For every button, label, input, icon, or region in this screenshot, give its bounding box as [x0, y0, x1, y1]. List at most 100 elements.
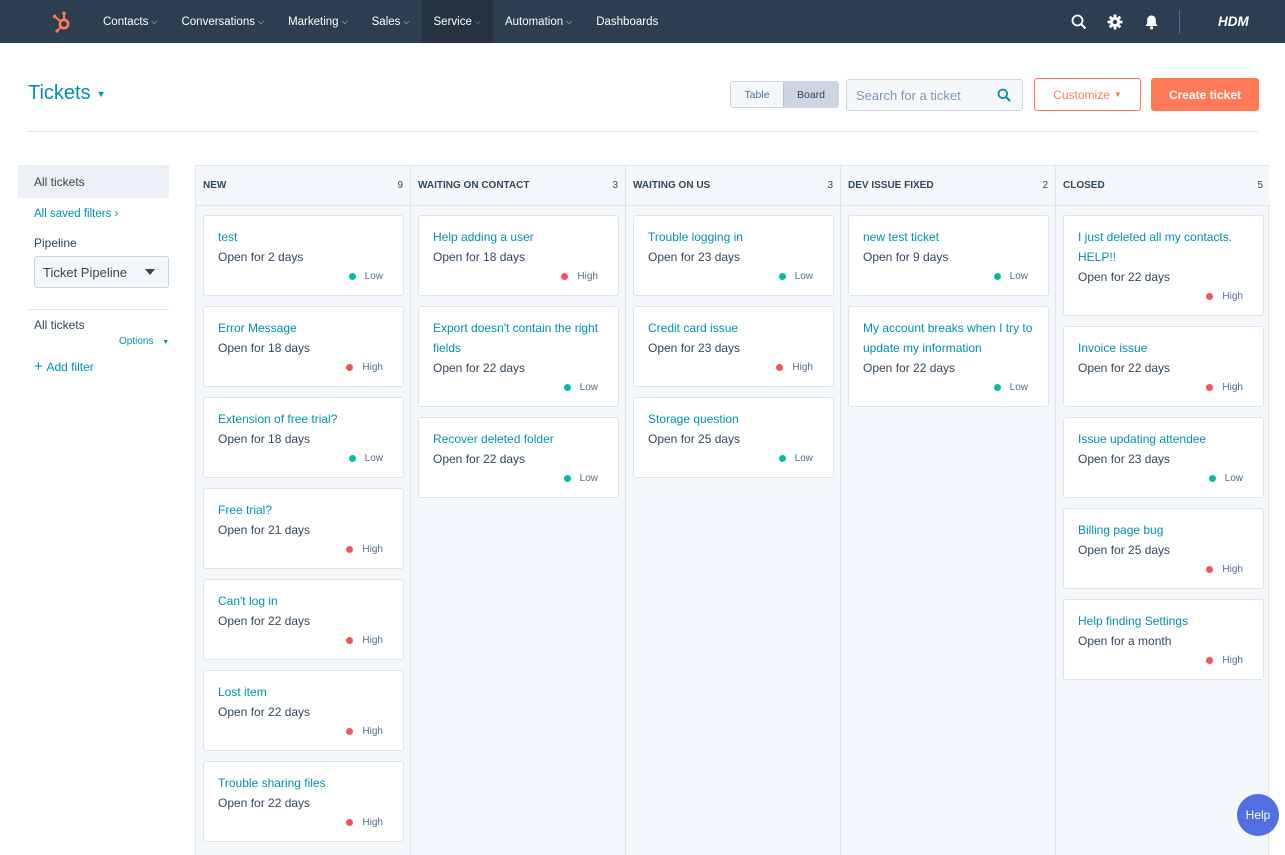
priority-label: High [362, 816, 383, 828]
ticket-card[interactable]: My account breaks when I try to update m… [848, 306, 1049, 407]
column-header: WAITING ON CONTACT 3 [411, 166, 625, 206]
ticket-title-link[interactable]: Storage question [648, 412, 739, 426]
ticket-title-link[interactable]: Credit card issue [648, 321, 739, 335]
ticket-card[interactable]: I just deleted all my contacts. HELP!! Op… [1063, 215, 1264, 316]
ticket-card[interactable]: Help finding Settings Open for a month Hig… [1063, 599, 1264, 680]
ticket-open-duration: Open for 21 days [218, 523, 311, 537]
ticket-title-link[interactable]: Trouble sharing files [218, 776, 326, 790]
priority-label: High [1222, 563, 1243, 575]
ticket-title-link[interactable]: Help adding a user [433, 230, 534, 244]
ticket-card[interactable]: Can't log in Open for 22 days High [203, 579, 404, 660]
ticket-title-link[interactable]: new test ticket [863, 230, 940, 244]
options-dropdown[interactable]: Options ▼ [119, 336, 169, 347]
chevron-down-icon: ⌵ [257, 16, 265, 26]
ticket-title-link[interactable]: Extension of free trial? [218, 412, 338, 426]
ticket-title-link[interactable]: Error Message [218, 321, 297, 335]
nav-item-conversations[interactable]: Conversations ⌵ [169, 0, 276, 43]
ticket-open-duration: Open for 22 days [218, 614, 311, 628]
account-name[interactable]: HDM [1218, 14, 1249, 29]
priority-dot-icon [778, 272, 786, 280]
chevron-right-icon: › [114, 208, 119, 220]
ticket-title-link[interactable]: Invoice issue [1078, 341, 1148, 355]
column-count: 9 [397, 180, 403, 191]
column-header: WAITING ON US 3 [626, 166, 840, 206]
ticket-title-link[interactable]: Issue updating attendee [1078, 432, 1207, 446]
current-view-name: All tickets [34, 318, 85, 332]
column-header: CLOSED 5 [1056, 166, 1270, 206]
ticket-title-link[interactable]: Billing page bug [1078, 523, 1164, 537]
ticket-priority: Low [433, 378, 604, 396]
ticket-open-duration: Open for 22 days [863, 361, 956, 375]
nav-item-sales[interactable]: Sales ⌵ [360, 0, 422, 43]
priority-dot-icon [993, 272, 1001, 280]
priority-dot-icon [563, 383, 571, 391]
ticket-priority: High [218, 722, 389, 740]
ticket-title-link[interactable]: test [218, 230, 238, 244]
hubspot-logo-icon[interactable] [42, 0, 82, 43]
ticket-open-duration: Open for 25 days [648, 432, 741, 446]
priority-label: High [1222, 290, 1243, 302]
priority-dot-icon [1206, 292, 1214, 300]
nav-item-contacts[interactable]: Contacts ⌵ [91, 0, 169, 43]
ticket-card[interactable]: Issue updating attendee Open for 23 days L… [1063, 417, 1264, 498]
chevron-down-icon: ⌵ [566, 16, 573, 26]
priority-label: Low [364, 452, 383, 464]
gear-icon[interactable] [1097, 0, 1133, 43]
ticket-title-link[interactable]: Help finding Settings [1078, 614, 1189, 628]
ticket-card[interactable]: Extension of free trial? Open for 18 days… [203, 397, 404, 478]
table-view-button[interactable]: Table [731, 82, 783, 107]
page-title-text: Tickets [28, 82, 91, 104]
ticket-title-link[interactable]: My account breaks when I try to update m… [863, 321, 1033, 355]
nav-item-automation[interactable]: Automation ⌵ [493, 0, 584, 43]
customize-button[interactable]: Customize ▼ [1034, 78, 1141, 111]
ticket-title-link[interactable]: Free trial? [218, 503, 273, 517]
search-icon[interactable] [997, 88, 1011, 107]
add-filter-label: Add filter [46, 360, 94, 374]
ticket-title-link[interactable]: Lost item [218, 685, 267, 699]
ticket-open-duration: Open for 22 days [1078, 270, 1171, 284]
ticket-card[interactable]: Trouble sharing files Open for 22 days Hig… [203, 761, 404, 842]
ticket-open-duration: Open for 22 days [218, 705, 311, 719]
ticket-card[interactable]: Credit card issue Open for 23 days High [633, 306, 834, 387]
nav-item-dashboards[interactable]: Dashboards [584, 0, 670, 43]
ticket-card[interactable]: Export doesn't contain the right fields O… [418, 306, 619, 407]
ticket-title-link[interactable]: Trouble logging in [648, 230, 743, 244]
ticket-card[interactable]: Recover deleted folder Open for 22 days Lo… [418, 417, 619, 498]
ticket-card[interactable]: Storage question Open for 25 days Low [633, 397, 834, 478]
ticket-card[interactable]: Lost item Open for 22 days High [203, 670, 404, 751]
page-title[interactable]: Tickets ▼ [28, 82, 106, 105]
sidebar-item-all-tickets[interactable]: All tickets [18, 165, 169, 198]
pipeline-select[interactable]: Ticket Pipeline [34, 256, 169, 288]
ticket-card[interactable]: test Open for 2 days Low [203, 215, 404, 296]
ticket-card[interactable]: Help adding a user Open for 18 days High [418, 215, 619, 296]
column-name: NEW [203, 180, 227, 191]
add-filter-button[interactable]: + Add filter [34, 358, 94, 375]
ticket-card[interactable]: Invoice issue Open for 22 days High [1063, 326, 1264, 407]
ticket-open-duration: Open for 2 days [218, 250, 304, 264]
column-count: 3 [612, 180, 618, 191]
board-view-button[interactable]: Board [783, 82, 838, 107]
ticket-card[interactable]: Free trial? Open for 21 days High [203, 488, 404, 569]
notification-bell-icon[interactable] [1133, 0, 1169, 43]
ticket-title-link[interactable]: Export doesn't contain the right fields [433, 321, 599, 355]
ticket-priority: Low [218, 449, 389, 467]
chevron-down-icon: ⌵ [151, 16, 158, 26]
ticket-card[interactable]: Billing page bug Open for 25 days High [1063, 508, 1264, 589]
search-input[interactable] [847, 87, 987, 103]
column-count: 3 [827, 180, 833, 191]
ticket-title-link[interactable]: Can't log in [218, 594, 278, 608]
nav-item-marketing[interactable]: Marketing ⌵ [276, 0, 360, 43]
nav-item-service[interactable]: Service ⌵ [421, 0, 493, 43]
ticket-title-link[interactable]: Recover deleted folder [433, 432, 554, 446]
search-icon[interactable] [1061, 0, 1097, 43]
ticket-card[interactable]: Error Message Open for 18 days High [203, 306, 404, 387]
create-ticket-button[interactable]: Create ticket [1151, 78, 1259, 111]
view-toggle: Table Board [730, 81, 839, 108]
ticket-card[interactable]: Trouble logging in Open for 23 days Low [633, 215, 834, 296]
help-button[interactable]: Help [1237, 794, 1279, 836]
ticket-title-link[interactable]: I just deleted all my contacts. HELP!! [1078, 230, 1233, 264]
column-name: WAITING ON US [633, 180, 711, 191]
ticket-card[interactable]: new test ticket Open for 9 days Low [848, 215, 1049, 296]
sidebar-divider [28, 309, 169, 310]
saved-filters-link[interactable]: All saved filters › [34, 208, 118, 220]
